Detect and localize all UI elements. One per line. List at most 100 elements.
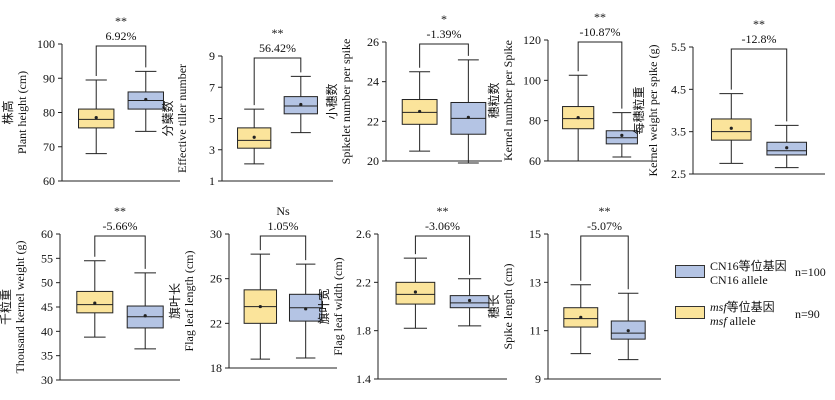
chart-panel: 9 11 13 15 穗长 Spike length (cm) **-5.07%	[487, 204, 661, 386]
significance-mark: **	[272, 26, 284, 40]
mean-point	[144, 97, 148, 102]
chart-panel: 30 35 40 45 50 55 60 千粒重 Thousand kernel weight …	[0, 204, 180, 387]
chart-panel: 60 70 80 90 100 株高 Plant height (cm) **6.92%	[0, 14, 180, 188]
mean-point	[252, 135, 256, 139]
y-tick-label: 55	[41, 251, 53, 265]
percent-change-label: -5.66%	[103, 219, 138, 233]
y-tick-label: 24	[367, 75, 379, 89]
significance-bracket	[419, 43, 469, 68]
significance-mark: **	[114, 204, 126, 218]
y-tick-label: 50	[41, 276, 53, 290]
y-tick-label: 5.5	[671, 40, 686, 54]
y-tick-label: 1.8	[356, 324, 371, 338]
y-axis-label-en: Kernel number per Spike	[501, 40, 515, 161]
mean-point	[258, 304, 262, 309]
mean-point	[785, 146, 789, 150]
y-tick-label: 2.5	[671, 167, 686, 181]
mean-point	[418, 109, 422, 114]
mean-point	[299, 102, 303, 107]
significance-bracket	[94, 235, 146, 269]
chart-panel: 60 80 100 120 穗粒数 Kernel number per Spike **-1…	[486, 10, 652, 168]
y-axis-label-en: Flag leaf length (cm)	[182, 251, 196, 352]
mean-point	[467, 298, 472, 303]
chart-panel: 2.5 3.5 4.5 5.5 每穗粒重 Kernel weight per spike …	[631, 17, 825, 181]
y-axis-label-cn: 小穗数	[324, 83, 339, 119]
y-axis-label-en: Kernel weight per spike (g)	[646, 45, 660, 177]
y-axis-label-en: Spike length (cm)	[501, 264, 515, 350]
significance-mark: Ns	[276, 204, 290, 218]
mean-point	[304, 307, 308, 311]
chart-panel: 20 22 24 26 小穗数 Spikelet number per spike *-1.…	[324, 12, 502, 168]
significance-mark: **	[115, 14, 127, 28]
y-tick-label: 11	[529, 324, 541, 338]
y-tick-label: 35	[41, 349, 53, 363]
y-tick-label: 1.4	[356, 372, 371, 386]
chart-panel: 1 3 5 7 9 分蘖数 Effective tiller number **56.42%	[160, 26, 333, 188]
mean-point	[576, 116, 580, 120]
mean-point	[413, 290, 418, 294]
y-tick-label: 9	[535, 372, 541, 386]
y-tick-label: 22	[367, 114, 379, 128]
y-axis-label-en: Effective tiller number	[175, 64, 189, 173]
significance-mark: **	[599, 204, 611, 218]
chart-panel: 1.4 1.8 2.2 2.6 旗叶宽 Flag leaf width (cm) **-3.…	[316, 204, 507, 386]
y-tick-label: 5	[209, 112, 215, 126]
y-tick-label: 3	[209, 143, 215, 157]
y-tick-label: 2.2	[356, 275, 371, 289]
y-tick-label: 18	[210, 361, 222, 375]
y-axis-label-en: Flag leaf width (cm)	[331, 257, 345, 355]
y-axis-label-cn: 旗叶宽	[316, 288, 331, 324]
significance-bracket	[95, 45, 147, 76]
significance-mark: **	[437, 204, 449, 218]
y-tick-label: 80	[43, 106, 55, 120]
y-tick-label: 90	[43, 71, 55, 85]
y-tick-label: 26	[367, 35, 379, 49]
y-tick-label: 120	[523, 33, 541, 47]
y-axis-label-en: Spikelet number per spike	[339, 39, 353, 165]
significance-mark: **	[753, 17, 765, 31]
percent-change-label: 1.05%	[268, 219, 299, 233]
percent-change-label: -12.8%	[742, 32, 777, 46]
y-axis-label-cn: 分蘖数	[160, 100, 175, 136]
y-axis-label-en: Plant height (cm)	[15, 71, 29, 154]
y-axis-label-cn: 穗长	[487, 294, 501, 318]
y-tick-label: 60	[41, 227, 53, 241]
y-axis-label-cn: 每穗粒重	[631, 86, 646, 134]
significance-bracket	[730, 48, 788, 122]
y-tick-label: 60	[529, 154, 541, 168]
y-tick-label: 26	[210, 272, 222, 286]
percent-change-label: 6.92%	[106, 29, 137, 43]
y-tick-label: 9	[209, 49, 215, 63]
y-tick-label: 60	[43, 174, 55, 188]
mean-point	[579, 315, 583, 319]
mean-point	[729, 126, 733, 130]
y-axis-label-cn: 千粒重	[0, 289, 13, 325]
y-tick-label: 4.5	[671, 82, 686, 96]
y-tick-label: 3.5	[671, 125, 686, 139]
significance-mark: **	[594, 10, 606, 24]
mean-point	[466, 115, 470, 119]
y-tick-label: 15	[529, 227, 541, 241]
significance-mark: *	[441, 12, 447, 26]
y-tick-label: 100	[37, 37, 55, 51]
mean-point	[93, 301, 97, 305]
significance-bracket	[414, 235, 471, 275]
y-tick-label: 70	[43, 140, 55, 154]
percent-change-label: -5.07%	[587, 219, 622, 233]
mean-point	[620, 133, 624, 137]
y-axis-label-cn: 穗粒数	[486, 82, 501, 118]
percent-change-label: 56.42%	[259, 41, 296, 55]
y-tick-label: 100	[523, 73, 541, 87]
significance-bracket	[577, 41, 623, 109]
y-tick-label: 7	[209, 80, 215, 94]
y-tick-label: 13	[529, 275, 541, 289]
y-tick-label: 30	[41, 373, 53, 387]
y-tick-label: 2.6	[356, 227, 371, 241]
y-tick-label: 1	[209, 174, 215, 188]
mean-point	[94, 116, 98, 120]
y-axis-label-en: Thousand kernel weight (g)	[13, 241, 27, 374]
y-tick-label: 45	[41, 300, 53, 314]
mean-point	[143, 314, 147, 318]
mean-point	[626, 329, 630, 333]
